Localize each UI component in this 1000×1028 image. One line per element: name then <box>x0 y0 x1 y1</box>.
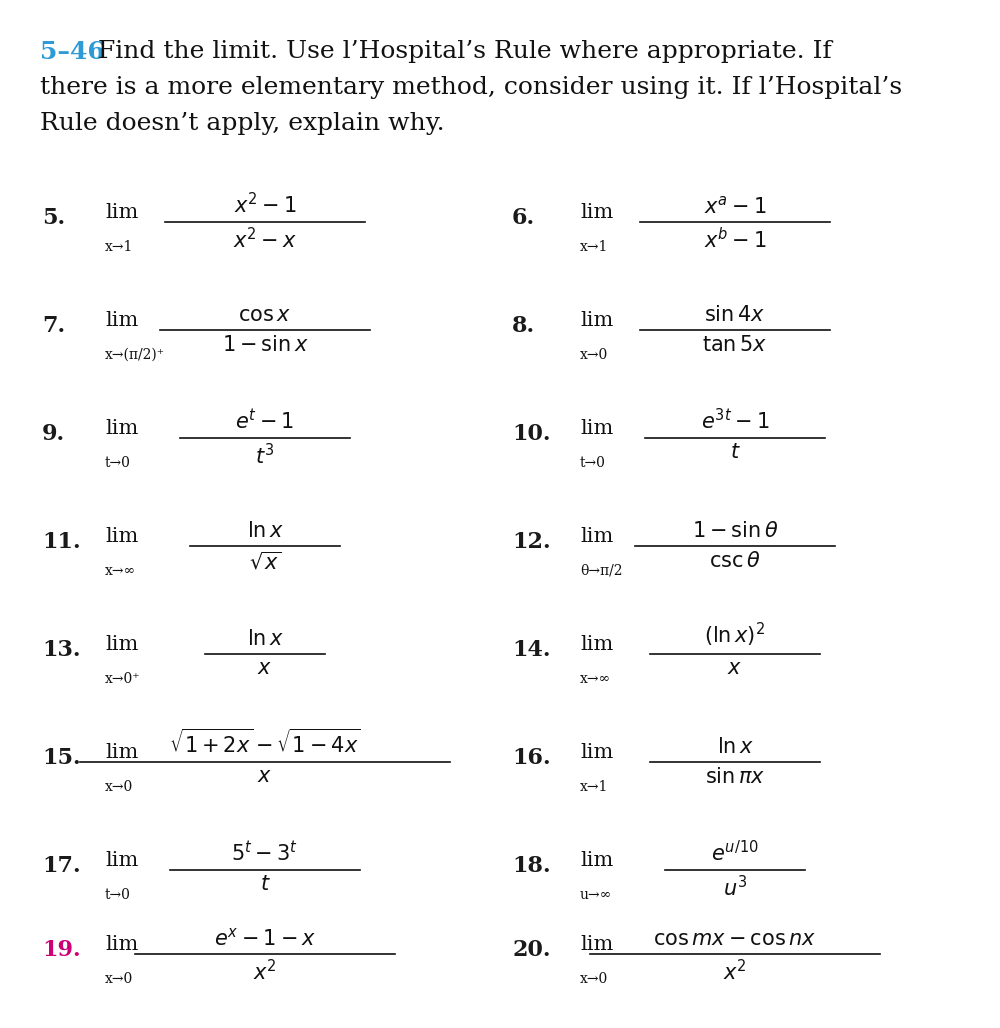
Text: $x$: $x$ <box>257 659 273 678</box>
Text: x→1: x→1 <box>580 780 608 794</box>
Text: t→0: t→0 <box>105 456 131 470</box>
Text: 17.: 17. <box>42 855 81 877</box>
Text: $x^2$: $x^2$ <box>723 959 747 984</box>
Text: 5.: 5. <box>42 207 65 229</box>
Text: lim: lim <box>105 419 138 439</box>
Text: lim: lim <box>105 311 138 330</box>
Text: x→0: x→0 <box>580 348 608 362</box>
Text: 5–46: 5–46 <box>40 40 105 64</box>
Text: lim: lim <box>580 635 613 655</box>
Text: lim: lim <box>580 935 613 955</box>
Text: $\ln x$: $\ln x$ <box>247 521 283 541</box>
Text: x→(π/2)⁺: x→(π/2)⁺ <box>105 348 165 362</box>
Text: lim: lim <box>580 311 613 330</box>
Text: 9.: 9. <box>42 423 65 445</box>
Text: 8.: 8. <box>512 315 535 337</box>
Text: $\cos x$: $\cos x$ <box>238 306 292 325</box>
Text: 20.: 20. <box>512 939 550 961</box>
Text: lim: lim <box>105 204 138 222</box>
Text: Find the limit. Use l’Hospital’s Rule where appropriate. If: Find the limit. Use l’Hospital’s Rule wh… <box>98 40 832 63</box>
Text: 10.: 10. <box>512 423 550 445</box>
Text: 15.: 15. <box>42 747 81 769</box>
Text: $\sin 4x$: $\sin 4x$ <box>704 305 766 325</box>
Text: 18.: 18. <box>512 855 551 877</box>
Text: $e^{t} - 1$: $e^{t} - 1$ <box>235 408 295 433</box>
Text: $x^2 - x$: $x^2 - x$ <box>233 227 297 252</box>
Text: lim: lim <box>580 851 613 871</box>
Text: t→0: t→0 <box>580 456 606 470</box>
Text: x→0: x→0 <box>580 972 608 986</box>
Text: $e^{u/10}$: $e^{u/10}$ <box>711 840 759 865</box>
Text: x→∞: x→∞ <box>105 564 136 578</box>
Text: $x$: $x$ <box>257 767 273 786</box>
Text: $\sqrt{1+2x} - \sqrt{1-4x}$: $\sqrt{1+2x} - \sqrt{1-4x}$ <box>169 729 361 757</box>
Text: lim: lim <box>105 635 138 655</box>
Text: x→1: x→1 <box>105 240 133 254</box>
Text: $t$: $t$ <box>730 443 740 462</box>
Text: $e^{3t} - 1$: $e^{3t} - 1$ <box>701 408 769 433</box>
Text: $1 - \sin x$: $1 - \sin x$ <box>222 335 308 355</box>
Text: $\sqrt{x}$: $\sqrt{x}$ <box>249 551 281 574</box>
Text: $\ln x$: $\ln x$ <box>717 737 753 757</box>
Text: lim: lim <box>580 743 613 763</box>
Text: x→0⁺: x→0⁺ <box>105 672 141 686</box>
Text: $x^{a} - 1$: $x^{a} - 1$ <box>704 195 766 217</box>
Text: u→∞: u→∞ <box>580 888 612 902</box>
Text: lim: lim <box>105 851 138 871</box>
Text: $\tan 5x$: $\tan 5x$ <box>702 335 768 355</box>
Text: $x^2 - 1$: $x^2 - 1$ <box>234 192 296 217</box>
Text: $1 - \sin\theta$: $1 - \sin\theta$ <box>692 521 778 541</box>
Text: 11.: 11. <box>42 531 81 553</box>
Text: $u^3$: $u^3$ <box>723 875 747 901</box>
Text: $\ln x$: $\ln x$ <box>247 629 283 649</box>
Text: lim: lim <box>105 527 138 547</box>
Text: 12.: 12. <box>512 531 551 553</box>
Text: $5^{t} - 3^{t}$: $5^{t} - 3^{t}$ <box>231 840 299 865</box>
Text: t→0: t→0 <box>105 888 131 902</box>
Text: $x$: $x$ <box>727 659 743 678</box>
Text: $\sin\pi x$: $\sin\pi x$ <box>705 767 765 787</box>
Text: $x^2$: $x^2$ <box>253 959 277 984</box>
Text: 14.: 14. <box>512 639 550 661</box>
Text: $e^{x} - 1 - x$: $e^{x} - 1 - x$ <box>214 927 316 949</box>
Text: 13.: 13. <box>42 639 80 661</box>
Text: lim: lim <box>105 935 138 955</box>
Text: $(\ln x)^2$: $(\ln x)^2$ <box>704 621 766 649</box>
Text: $\csc\theta$: $\csc\theta$ <box>709 551 761 571</box>
Text: 6.: 6. <box>512 207 535 229</box>
Text: 19.: 19. <box>42 939 81 961</box>
Text: 7.: 7. <box>42 315 65 337</box>
Text: $\cos mx - \cos nx$: $\cos mx - \cos nx$ <box>653 930 817 949</box>
Text: lim: lim <box>580 419 613 439</box>
Text: lim: lim <box>580 204 613 222</box>
Text: 16.: 16. <box>512 747 551 769</box>
Text: there is a more elementary method, consider using it. If l’Hospital’s: there is a more elementary method, consi… <box>40 76 902 99</box>
Text: lim: lim <box>580 527 613 547</box>
Text: x→1: x→1 <box>580 240 608 254</box>
Text: lim: lim <box>105 743 138 763</box>
Text: $x^{b} - 1$: $x^{b} - 1$ <box>704 227 766 252</box>
Text: x→0: x→0 <box>105 972 133 986</box>
Text: θ→π/2: θ→π/2 <box>580 564 622 578</box>
Text: x→0: x→0 <box>105 780 133 794</box>
Text: $t^3$: $t^3$ <box>255 443 275 468</box>
Text: Rule doesn’t apply, explain why.: Rule doesn’t apply, explain why. <box>40 112 445 135</box>
Text: $t$: $t$ <box>260 875 270 894</box>
Text: x→∞: x→∞ <box>580 672 611 686</box>
